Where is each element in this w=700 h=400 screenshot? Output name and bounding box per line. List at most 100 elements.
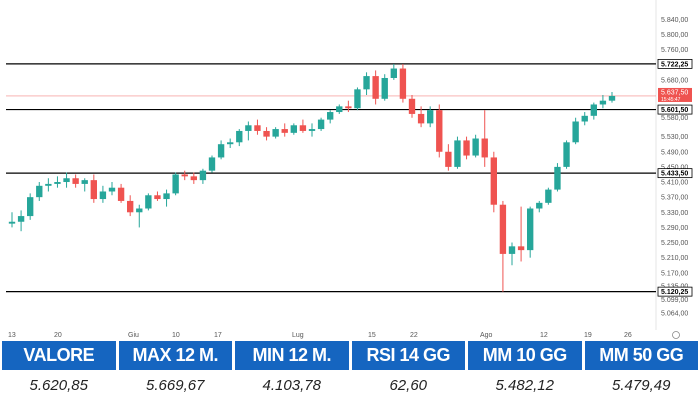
stats-header-row: VALORE MAX 12 M. MIN 12 M. RSI 14 GG MM …	[2, 341, 698, 370]
header-mm-50gg: MM 50 GG	[584, 341, 698, 370]
candle-body	[45, 183, 52, 186]
x-tick-label: 13	[8, 332, 16, 339]
value-valore: 5.620,85	[29, 376, 88, 394]
candle-body	[472, 138, 479, 156]
settings-icon	[672, 331, 680, 339]
candle-body	[63, 178, 70, 183]
level-label: 5.722,25	[661, 61, 688, 68]
level-label: 5.120,25	[661, 289, 688, 296]
candle-body	[463, 140, 470, 156]
candle-body	[154, 195, 161, 200]
candle-body	[390, 68, 397, 78]
candle-body	[599, 100, 607, 105]
x-tick-label: 10	[172, 332, 180, 339]
candle-body	[545, 189, 552, 203]
candle-body	[372, 76, 379, 99]
candle-body	[499, 204, 507, 254]
x-tick-label: 22	[410, 332, 418, 339]
candle-body	[208, 157, 216, 171]
x-tick-label: 17	[214, 332, 222, 339]
chart-canvas: 5.840,005.800,005.760,005.680,005.640,00…	[6, 0, 693, 339]
candle-body	[554, 166, 561, 190]
y-tick-label: 5.290,00	[661, 225, 688, 232]
level-label-box	[657, 104, 693, 115]
x-tick-label: Lug	[292, 332, 304, 339]
y-tick-label: 5.099,00	[661, 297, 688, 304]
x-tick-label: 20	[54, 332, 62, 339]
candle-body	[127, 200, 134, 213]
candle-body	[190, 176, 197, 181]
candle-body	[54, 182, 61, 184]
candle-body	[245, 125, 252, 131]
x-tick-label: 19	[584, 332, 592, 339]
stats-value-row: 5.620,85 5.669,67 4.103,78 62,60 5.482,1…	[2, 370, 698, 400]
candle-body	[272, 129, 279, 137]
candle-body	[108, 187, 116, 192]
candle-body	[8, 221, 16, 224]
candle-body	[172, 174, 179, 194]
x-tick-label: 15	[368, 332, 376, 339]
candle-body	[508, 246, 516, 254]
y-tick-label: 5.840,00	[661, 17, 688, 24]
candle-body	[536, 202, 543, 209]
stats-table: VALORE MAX 12 M. MIN 12 M. RSI 14 GG MM …	[2, 341, 698, 400]
candle-body	[427, 110, 434, 124]
candle-body	[36, 185, 43, 198]
header-mm-10gg: MM 10 GG	[468, 341, 582, 370]
last-price-box	[658, 87, 692, 102]
candle-body	[381, 77, 388, 99]
y-tick-label: 5.580,00	[661, 115, 688, 122]
last-price-time: 15:45:47	[661, 97, 681, 103]
candle-body	[117, 187, 125, 201]
y-tick-label: 5.370,00	[661, 195, 688, 202]
y-tick-label: 5.330,00	[661, 210, 688, 217]
candle-body	[227, 142, 234, 145]
candle-body	[281, 129, 288, 133]
y-tick-label: 5.170,00	[661, 270, 688, 277]
y-tick-label: 5.490,00	[661, 149, 688, 156]
candle-body	[27, 197, 34, 217]
y-tick-label: 5.250,00	[661, 240, 688, 247]
candle-body	[490, 157, 497, 205]
candle-body	[436, 110, 443, 152]
candle-body	[299, 125, 307, 131]
value-max-12m: 5.669,67	[146, 376, 205, 394]
candlestick-chart: 5.840,005.800,005.760,005.680,005.640,00…	[6, 0, 693, 339]
level-label: 5.433,50	[661, 171, 688, 178]
candle-body	[217, 144, 225, 158]
level-lines	[6, 0, 657, 330]
candle-body	[145, 195, 152, 209]
x-tick-label: Ago	[480, 332, 493, 339]
level-label: 5.601,50	[661, 107, 688, 114]
candle-body	[563, 142, 570, 167]
candle-body	[136, 208, 143, 213]
candle-body	[417, 113, 425, 124]
header-rsi-14gg: RSI 14 GG	[351, 341, 465, 370]
candle-body	[308, 129, 316, 131]
candle-body	[236, 130, 243, 143]
candle-body	[163, 193, 170, 200]
candle-body	[99, 191, 107, 200]
y-tick-label: 5.210,00	[661, 255, 688, 262]
y-tick-label: 5.800,00	[661, 32, 688, 39]
candle-body	[354, 89, 361, 109]
y-tick-label: 5.760,00	[661, 47, 688, 54]
y-tick-label: 5.064,00	[661, 310, 688, 317]
candle-body	[336, 106, 343, 113]
candle-body	[81, 180, 88, 184]
candles	[8, 63, 616, 292]
value-rsi-14gg: 62,60	[389, 376, 428, 394]
candle-body	[72, 178, 79, 184]
value-mm-50gg: 5.479,49	[612, 376, 671, 394]
value-min-12m: 4.103,78	[262, 376, 321, 394]
candle-body	[590, 104, 597, 116]
last-price-label: 5.637,50	[661, 89, 688, 96]
candle-body	[581, 115, 588, 122]
candle-body	[454, 140, 461, 167]
x-tick-label: 26	[624, 332, 632, 339]
candle-body	[345, 106, 352, 109]
candle-body	[517, 246, 525, 251]
value-mm-10gg: 5.482,12	[495, 376, 554, 394]
x-axis: 13 20 Giu 10 17 Lug 15 22 Ago 12 19 26	[8, 331, 680, 339]
candle-body	[181, 174, 188, 177]
